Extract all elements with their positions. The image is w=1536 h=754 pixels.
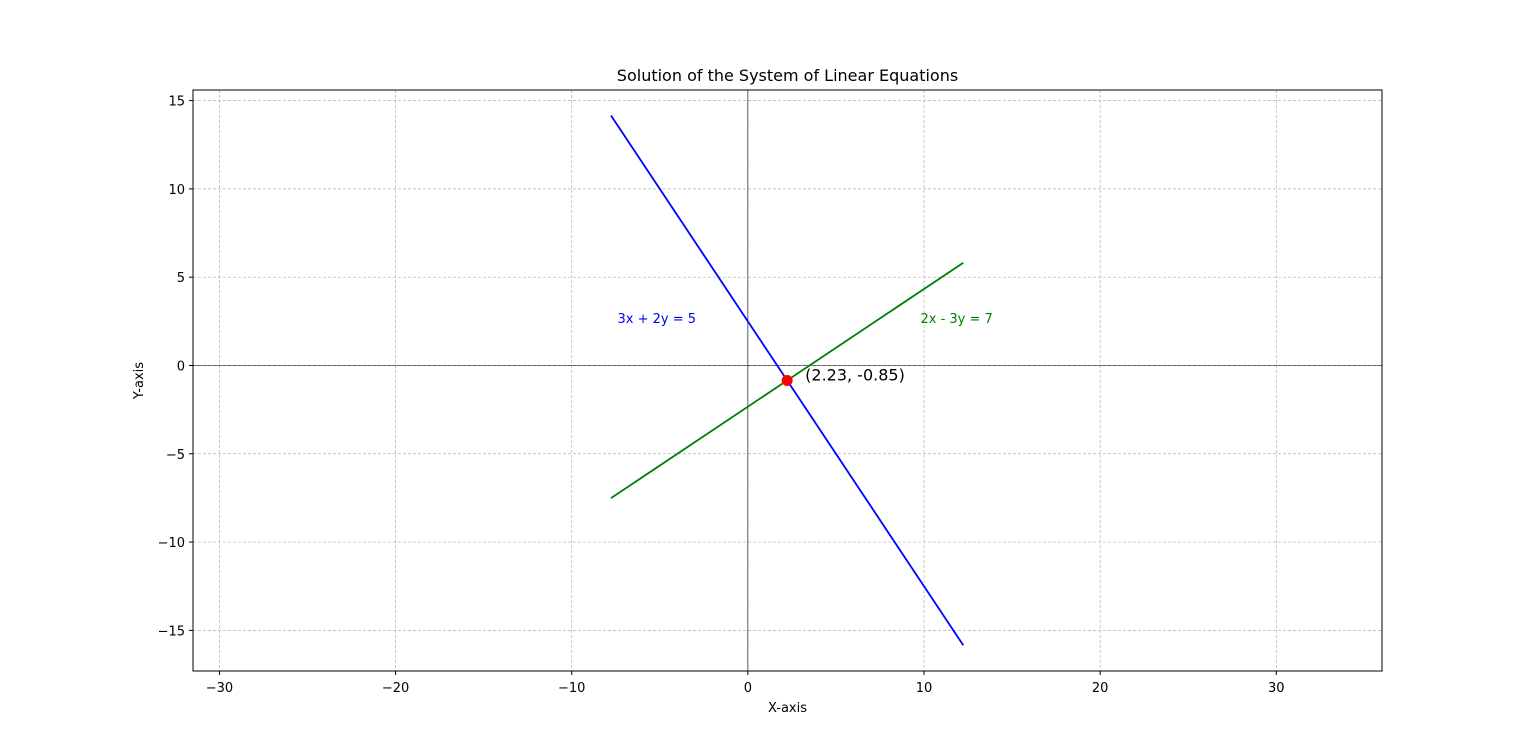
equation-label: 3x + 2y = 5 [618,312,697,327]
solution-point [781,375,793,386]
x-tick-label: −10 [558,681,585,696]
x-tick-label: −20 [382,681,409,696]
zero-lines [193,90,1382,671]
equation-label: 2x - 3y = 7 [920,312,992,327]
x-tick-label: 0 [744,681,752,696]
x-tick-label: −30 [206,681,233,696]
solution-label: (2.23, -0.85) [805,366,905,385]
x-tick-label: 20 [1092,681,1109,696]
annotations: 3x + 2y = 5 2x - 3y = 7 (2.23, -0.85) [618,312,993,385]
plot-frame [192,89,1383,672]
series-layer [610,115,965,646]
ticks: −30 −20 −10 0 10 20 30 −15 −10 −5 0 5 10 15 [158,95,1285,696]
y-tick-label: −5 [166,448,185,463]
y-tick-label: 10 [168,183,185,198]
chart-title: Solution of the System of Linear Equatio… [617,66,958,85]
y-axis-label: Y-axis [132,362,147,400]
y-tick-label: −15 [158,624,185,639]
y-tick-label: −10 [158,536,185,551]
y-tick-label: 15 [168,95,185,110]
y-tick-label: 0 [177,359,185,374]
y-tick-label: 5 [177,271,185,286]
x-axis-label: X-axis [768,701,807,716]
x-tick-label: 10 [916,681,933,696]
x-tick-label: 30 [1268,681,1285,696]
